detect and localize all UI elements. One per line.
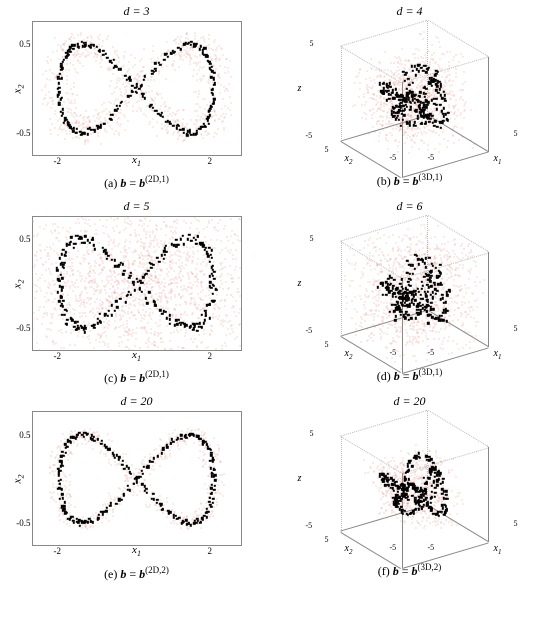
panel-title: d = 3	[123, 4, 149, 19]
y-tick: -0.5	[16, 128, 30, 138]
y-tick: 0.5	[19, 430, 30, 440]
x-axis-label: x1	[132, 154, 141, 168]
panel-d: d = 6 zx1x25-5-555-5 (d) b = b(3D,1)	[273, 195, 546, 390]
panel-c: d = 5 x2 -22-0.50.5 x1 (c) b = b(2D,1)	[0, 195, 273, 390]
panel-caption: (a) b = b(2D,1)	[104, 174, 169, 191]
x2-axis-label: x2	[345, 543, 353, 556]
panel-title: d = 5	[123, 199, 149, 214]
y-tick: -0.5	[16, 323, 30, 333]
panel-caption: (c) b = b(2D,1)	[104, 369, 169, 386]
panel-a: d = 3 x2 -22-0.50.5 x1 (a) b = b(2D,1)	[0, 0, 273, 195]
x1-axis-label: x1	[494, 153, 502, 166]
panel-caption: (e) b = b(2D,2)	[104, 565, 169, 582]
y-tick: 0.5	[19, 39, 30, 49]
x-tick: 2	[208, 546, 213, 556]
x-tick: -2	[53, 546, 61, 556]
x1-axis-label: x1	[494, 543, 502, 556]
z-axis-label: z	[298, 278, 302, 289]
plot-3d: zx1x25-5-555-5	[290, 411, 530, 556]
plot-2d: -22-0.50.5	[32, 216, 242, 351]
z-axis-label: z	[298, 473, 302, 484]
plot-3d: zx1x25-5-555-5	[290, 21, 530, 166]
x-tick: -2	[53, 156, 61, 166]
panel-b: d = 4 zx1x25-5-555-5 (b) b = b(3D,1)	[273, 0, 546, 195]
panel-title: d = 4	[396, 4, 422, 19]
panel-title: d = 6	[396, 199, 422, 214]
x1-axis-label: x1	[494, 348, 502, 361]
y-tick: -0.5	[16, 518, 30, 528]
panel-f: d = 20 zx1x25-5-555-5 (f) b = b(3D,2)	[273, 390, 546, 585]
plot-3d: zx1x25-5-555-5	[290, 216, 530, 361]
plot-2d: -22-0.50.5	[32, 411, 242, 546]
x2-axis-label: x2	[345, 153, 353, 166]
panel-title: d = 20	[120, 394, 152, 409]
x-axis-label: x1	[132, 349, 141, 363]
plot-2d: -22-0.50.5	[32, 21, 242, 156]
figure-grid: d = 3 x2 -22-0.50.5 x1 (a) b = b(2D,1) d…	[0, 0, 546, 586]
z-axis-label: z	[298, 83, 302, 94]
y-axis-label: x2	[11, 474, 25, 483]
panel-title: d = 20	[393, 394, 425, 409]
x-tick: -2	[53, 351, 61, 361]
x-tick: 2	[208, 156, 213, 166]
y-tick: 0.5	[19, 234, 30, 244]
y-axis-label: x2	[11, 84, 25, 93]
panel-e: d = 20 x2 -22-0.50.5 x1 (e) b = b(2D,2)	[0, 390, 273, 585]
y-axis-label: x2	[11, 279, 25, 288]
x2-axis-label: x2	[345, 348, 353, 361]
x-axis-label: x1	[132, 544, 141, 558]
x-tick: 2	[208, 351, 213, 361]
